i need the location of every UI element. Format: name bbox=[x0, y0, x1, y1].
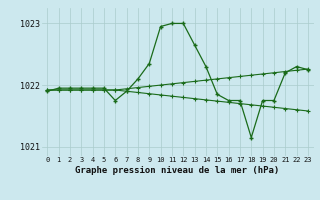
X-axis label: Graphe pression niveau de la mer (hPa): Graphe pression niveau de la mer (hPa) bbox=[76, 166, 280, 175]
